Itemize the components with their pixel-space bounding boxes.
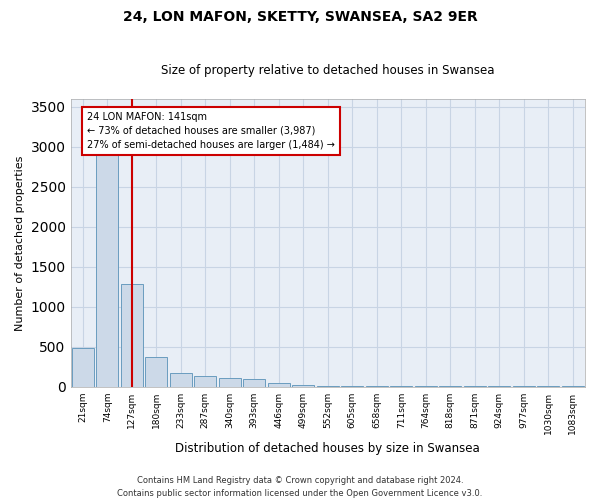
Text: 24, LON MAFON, SKETTY, SWANSEA, SA2 9ER: 24, LON MAFON, SKETTY, SWANSEA, SA2 9ER (122, 10, 478, 24)
Title: Size of property relative to detached houses in Swansea: Size of property relative to detached ho… (161, 64, 494, 77)
Y-axis label: Number of detached properties: Number of detached properties (15, 155, 25, 330)
Bar (219, 378, 241, 386)
Bar (121, 284, 143, 386)
Bar (170, 373, 192, 386)
Text: 24 LON MAFON: 141sqm
← 73% of detached houses are smaller (3,987)
27% of semi-de: 24 LON MAFON: 141sqm ← 73% of detached h… (87, 112, 335, 150)
Bar (96, 147, 118, 386)
Bar (243, 378, 265, 386)
Text: Contains HM Land Registry data © Crown copyright and database right 2024.
Contai: Contains HM Land Registry data © Crown c… (118, 476, 482, 498)
Bar (268, 382, 290, 386)
Bar (72, 348, 94, 387)
Bar (292, 385, 314, 386)
Bar (145, 356, 167, 386)
X-axis label: Distribution of detached houses by size in Swansea: Distribution of detached houses by size … (175, 442, 480, 455)
Bar (194, 376, 217, 386)
